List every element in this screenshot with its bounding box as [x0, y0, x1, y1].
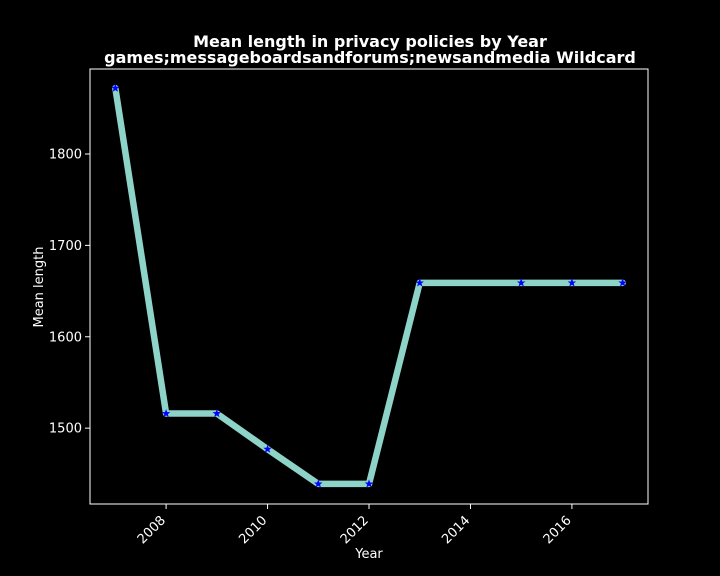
- data-point-marker: [567, 278, 577, 287]
- x-axis-label: Year: [354, 547, 383, 562]
- y-axis-ticks: 1500 1600 1700 1800: [49, 147, 90, 437]
- y-axis-label: Mean length: [32, 247, 47, 328]
- y-tick-label: 1700: [49, 239, 82, 254]
- data-point-marker: [263, 444, 272, 453]
- data-point-marker: [415, 278, 424, 287]
- series-line: [112, 84, 626, 488]
- chart-subtitle: games;messageboardsandforums;newsandmedi…: [104, 48, 636, 67]
- chart-title: Mean length in privacy policies by Year: [193, 32, 547, 51]
- data-point-marker: [212, 409, 222, 418]
- y-tick-label: 1500: [49, 422, 82, 437]
- data-point-marker: [618, 278, 627, 287]
- data-point-marker: [161, 409, 171, 418]
- data-point-marker: [516, 278, 526, 287]
- y-tick-label: 1600: [49, 330, 82, 345]
- data-point-marker: [314, 479, 323, 488]
- series-layer: [111, 83, 627, 488]
- y-tick-label: 1800: [49, 147, 82, 162]
- data-point-marker: [364, 479, 374, 488]
- data-point-marker: [111, 83, 120, 92]
